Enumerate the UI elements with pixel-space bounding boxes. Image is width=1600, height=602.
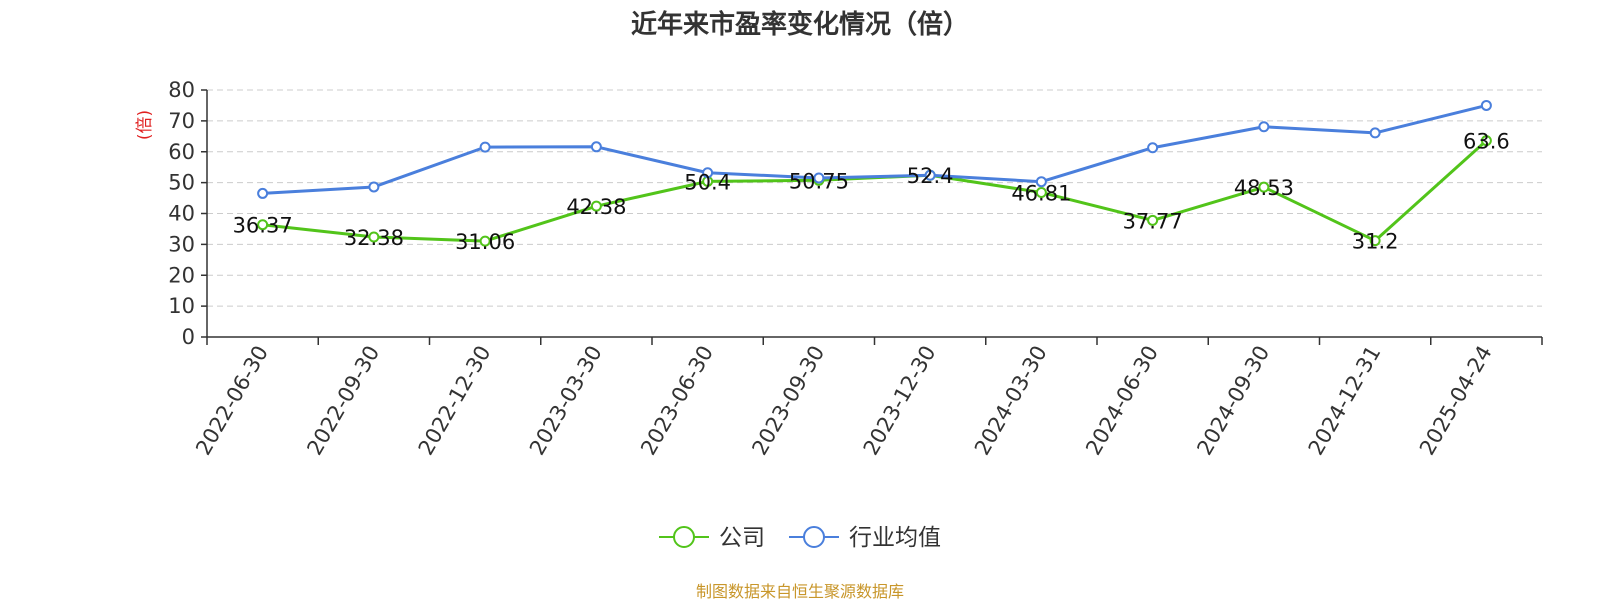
x-tick-label: 2024-12-31 [1304,342,1386,460]
data-label: 37.77 [1123,209,1183,233]
data-point [1369,127,1381,139]
data-point [368,231,380,243]
data-point [1035,176,1047,188]
chart-title: 近年来市盈率变化情况（倍） [630,10,969,40]
x-tick-label: 2024-06-30 [1081,342,1163,460]
y-tick-label: 10 [168,294,195,318]
grid-lines [207,89,1542,307]
data-point [1369,235,1381,247]
data-label: 36.37 [233,214,293,238]
y-tick-label: 40 [168,202,195,226]
data-source-note: 制图数据来自恒生聚源数据库 [695,582,904,601]
x-tick-label: 2022-12-30 [414,342,496,460]
legend-marker [803,526,825,548]
data-label: 31.2 [1352,230,1399,254]
data-point [590,200,602,212]
legend-marker [673,526,695,548]
x-tick-label: 2025-04-24 [1415,342,1497,460]
y-tick-label: 50 [168,171,195,195]
x-tick-label: 2023-06-30 [636,342,718,460]
data-label: 46.81 [1011,181,1071,205]
data-label: 50.4 [684,170,731,194]
data-label: 52.4 [907,164,954,188]
x-tick-label: 2023-09-30 [747,342,829,460]
data-point [702,167,714,179]
legend: 公司 行业均值 [659,525,941,551]
y-tick-label: 30 [168,232,195,256]
data-label: 48.53 [1234,176,1294,200]
data-point [257,187,269,199]
data-point [813,172,825,184]
y-tick-label: 20 [168,263,195,287]
x-tick-label: 2023-03-30 [525,342,607,460]
data-point [924,169,936,181]
series-line-1 [262,103,1487,195]
data-point [1147,142,1159,154]
x-tick-label: 2022-06-30 [191,342,273,460]
y-axis-label: (倍) [135,110,155,140]
x-tick-label: 2022-09-30 [302,342,384,460]
data-label: 32.38 [344,226,404,250]
data-label: 63.6 [1463,130,1510,154]
data-point [479,141,491,153]
legend-label: 行业均值 [849,525,941,551]
data-point [1258,181,1270,193]
y-tick-label: 0 [182,325,195,349]
data-point [1035,186,1047,198]
y-tick-label: 80 [168,78,195,102]
data-point [257,219,269,231]
legend-item-1: 行业均值 [789,525,941,551]
y-tick-label: 70 [168,109,195,133]
data-label: 31.06 [455,230,515,254]
data-point [1147,214,1159,226]
axes: 0 10 20 30 40 50 60 70 80 (倍) 2022-06-30 2022-09-30… [135,78,1543,460]
series-line-0 [262,139,1488,243]
data-point [590,141,602,153]
legend-label: 公司 [719,525,765,551]
x-tick-label: 2024-03-30 [970,342,1052,460]
y-tick-label: 60 [168,140,195,164]
data-label: 50.75 [789,169,849,193]
series [257,99,1492,247]
x-tick-label: 2023-12-30 [859,342,941,460]
data-label: 42.38 [566,195,626,219]
legend-item-0: 公司 [659,525,765,551]
x-tick-label: 2024-09-30 [1192,342,1274,460]
data-point [1258,121,1270,133]
data-point [1480,135,1492,147]
data-labels: 36.37 32.38 31.06 42.38 50.4 50.75 52.4 46.81 37… [233,130,1510,254]
data-point [368,181,380,193]
data-point [479,235,491,247]
data-point [1480,99,1492,111]
